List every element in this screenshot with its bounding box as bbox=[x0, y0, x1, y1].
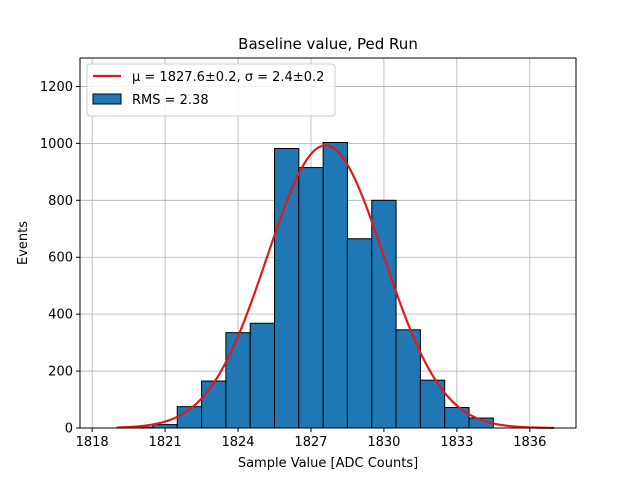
y-tick-label: 600 bbox=[48, 251, 73, 266]
histogram-bars bbox=[128, 142, 494, 429]
y-tick-label: 400 bbox=[48, 308, 73, 323]
histogram-bar bbox=[444, 407, 470, 429]
y-tick-label: 800 bbox=[48, 194, 73, 209]
y-tick-label: 200 bbox=[48, 365, 73, 380]
y-axis-label: Events bbox=[16, 221, 31, 265]
legend-histogram-swatch bbox=[92, 93, 122, 105]
histogram-bar bbox=[298, 167, 324, 429]
x-tick-label: 1836 bbox=[513, 435, 546, 450]
x-tick-label: 1830 bbox=[367, 435, 400, 450]
histogram-bar bbox=[371, 199, 397, 429]
gaussian-fit-curve bbox=[116, 144, 555, 429]
y-tick-label: 0 bbox=[65, 422, 73, 437]
legend: μ = 1827.6±0.2, σ = 2.4±0.2 RMS = 2.38 bbox=[86, 63, 336, 117]
histogram-bar bbox=[346, 238, 373, 429]
x-tick-label: 1833 bbox=[440, 435, 473, 450]
histogram-bar bbox=[201, 380, 227, 429]
x-tick-label: 1824 bbox=[221, 435, 254, 450]
histogram-bar bbox=[249, 322, 276, 429]
histogram-bar bbox=[322, 142, 348, 429]
chart-title: Baseline value, Ped Run bbox=[238, 35, 418, 53]
histogram-bar bbox=[152, 424, 178, 429]
y-tick-label: 1000 bbox=[40, 137, 73, 152]
y-axis-ticks: 0 200 400 600 800 1000 1200 bbox=[40, 80, 80, 437]
x-axis-label: Sample Value [ADC Counts] bbox=[238, 456, 418, 471]
x-tick-label: 1827 bbox=[294, 435, 327, 450]
histogram-bar bbox=[274, 148, 300, 429]
x-tick-label: 1821 bbox=[149, 435, 182, 450]
x-tick-label: 1818 bbox=[76, 435, 109, 450]
histogram-bar bbox=[225, 332, 251, 429]
legend-histogram-label: RMS = 2.38 bbox=[132, 93, 209, 108]
legend-box bbox=[86, 63, 336, 117]
legend-fit-label: μ = 1827.6±0.2, σ = 2.4±0.2 bbox=[132, 70, 324, 85]
plot-frame bbox=[79, 57, 577, 429]
x-axis-ticks: 1818 1821 1824 1827 1830 1833 1836 bbox=[76, 428, 546, 450]
y-tick-label: 1200 bbox=[40, 80, 73, 95]
